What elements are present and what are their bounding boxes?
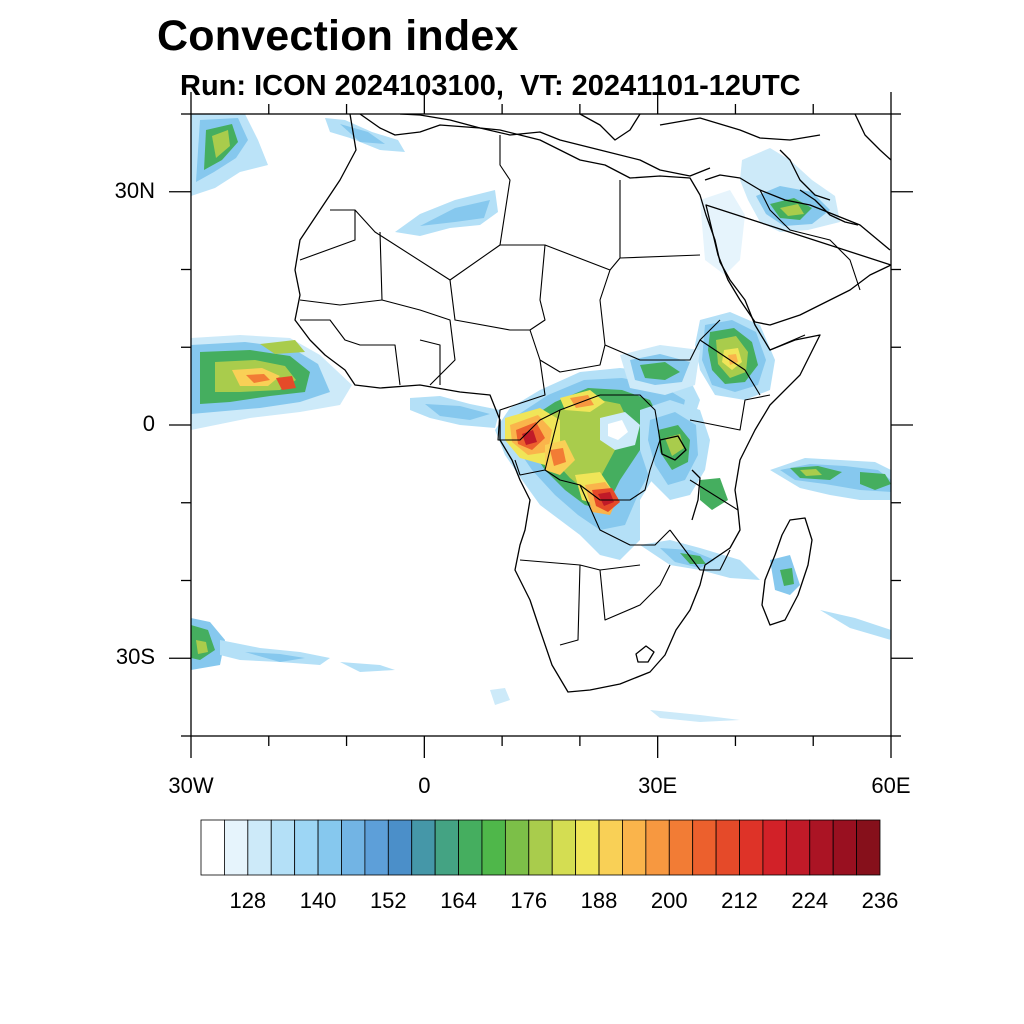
y-tick-label: 30N [114,177,155,203]
colorbar-swatch [785,819,811,876]
colorbar [200,819,881,876]
x-tick-label: 60E [871,773,911,798]
colorbar-swatch [645,819,670,876]
x-tick-label: 30W [168,773,214,798]
colorbar-label: 224 [791,888,829,913]
colorbar-swatch [832,819,857,876]
colorbar-swatch [575,819,600,876]
colorbar-swatch [809,819,834,876]
colorbar-swatch [387,819,413,876]
colorbar-swatch [528,819,553,876]
colorbar-label: 164 [440,888,477,913]
colorbar-label: 152 [369,888,407,913]
x-tick-label: 0 [418,773,431,798]
colorbar-swatch [200,819,225,876]
colorbar-label: 200 [650,888,688,913]
colorbar-swatch [481,819,506,876]
canary-band [191,114,268,196]
colorbar-label: 188 [580,888,618,913]
colorbar-swatch [270,819,296,876]
atlantic-itcz [191,335,352,430]
colorbar-swatch [762,819,787,876]
colorbar-swatch [364,819,389,876]
axis-ticks [169,92,913,758]
ethiopia-convection [695,312,775,400]
x-tick-label: 30E [638,773,678,798]
colorbar-swatch [224,819,249,876]
chart-title: Convection index [157,12,519,60]
y-tick-label: 30S [115,644,155,670]
colorbar-swatch [739,819,764,876]
colorbar-swatch [247,819,272,876]
colorbar-label: 128 [229,888,267,913]
coastlines [294,114,891,693]
colorbar-swatch [458,819,483,876]
run-subtitle: Run: ICON 2024103100, VT: 20241101-12UTC [180,70,801,102]
colorbar-swatch [551,819,577,876]
colorbar-swatch [504,819,530,876]
colorbar-swatch [411,819,436,876]
colorbar-swatch [341,819,366,876]
convection-field [191,114,891,722]
colorbar-swatch [317,819,342,876]
colorbar-swatch [598,819,623,876]
colorbar-swatch [622,819,647,876]
colorbar-swatch [668,819,694,876]
colorbar-label: 140 [299,888,337,913]
colorbar-swatch [692,819,717,876]
colorbar-swatch [715,819,740,876]
colorbar-label: 176 [510,888,548,913]
colorbar-label: 212 [721,888,758,913]
colorbar-swatch [294,819,319,876]
y-tick-label: 0 [142,411,155,436]
country-borders [299,135,861,646]
colorbar-label: 236 [861,888,899,913]
colorbar-swatch [434,819,459,876]
colorbar-swatch [856,819,881,876]
